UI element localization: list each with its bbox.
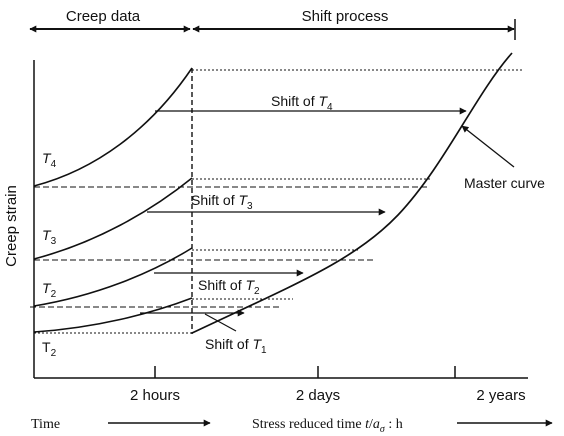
shift-label-t1: Shift of T1: [205, 336, 267, 356]
x-tick-label-hours: 2 hours: [130, 387, 180, 404]
creep-curve-t2-upper: [33, 247, 193, 307]
label-t2-lower: T2: [42, 339, 57, 359]
master-curve-pointer: [461, 125, 515, 168]
creep-curves: [33, 67, 193, 333]
creep-curve-t2-lower: [33, 297, 193, 333]
y-axis-label: Creep strain: [3, 185, 20, 267]
master-curve: [191, 52, 513, 334]
label-t4: T4: [42, 150, 57, 170]
x-tick-label-years: 2 years: [476, 387, 525, 404]
shift-t1-leader: [204, 313, 237, 332]
axes: [33, 60, 528, 379]
stress-reduced-time-label: Stress reduced time t/aσ : h: [252, 417, 403, 435]
shift-label-t4: Shift of T4: [271, 93, 333, 113]
shift-arrows: [140, 107, 467, 317]
label-t3: T3: [42, 227, 57, 247]
x-tick-label-days: 2 days: [296, 387, 340, 404]
shift-process-label: Shift process: [302, 8, 389, 25]
label-t2-upper: T2: [42, 280, 57, 300]
shift-process-span-arrow: [192, 19, 516, 40]
shift-label-t2: Shift of T2: [198, 277, 260, 297]
creep-data-label: Creep data: [66, 8, 141, 25]
creep-curve-t4: [33, 67, 193, 187]
shift-label-t3: Shift of T3: [191, 192, 253, 212]
time-label: Time: [31, 417, 60, 432]
master-curve-label: Master curve: [464, 175, 545, 191]
reference-lines: [30, 69, 522, 334]
creep-curve-t3: [33, 177, 193, 260]
